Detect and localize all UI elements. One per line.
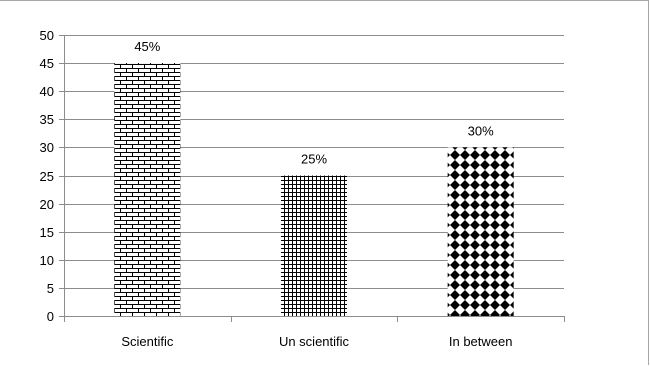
y-tick-label-35: 35 <box>40 112 54 127</box>
data-label-1: 25% <box>301 152 327 167</box>
y-tick-label-15: 15 <box>40 225 54 240</box>
x-category-label-0: Scientific <box>121 334 174 349</box>
x-category-label-2: In between <box>449 334 513 349</box>
y-tick-label-20: 20 <box>40 197 54 212</box>
y-tick-label-25: 25 <box>40 169 54 184</box>
bar-un-scientific <box>281 175 347 316</box>
y-tick-label-10: 10 <box>40 253 54 268</box>
data-label-0: 45% <box>134 39 160 54</box>
axes <box>59 35 565 322</box>
y-tick-label-30: 30 <box>40 140 54 155</box>
y-tick-label-50: 50 <box>40 28 54 43</box>
y-tick-label-5: 5 <box>47 281 54 296</box>
bar-scientific <box>114 63 181 316</box>
data-label-2: 30% <box>468 123 494 138</box>
bar-in-between <box>447 147 514 316</box>
y-tick-label-0: 0 <box>47 309 54 324</box>
labels: 0 5 10 15 20 25 30 35 40 45 50 45% Scientific 25% Un s… <box>40 28 513 349</box>
y-tick-label-40: 40 <box>40 84 54 99</box>
x-category-label-1: Un scientific <box>279 334 350 349</box>
y-tick-label-45: 45 <box>40 56 54 71</box>
bars <box>114 63 514 316</box>
